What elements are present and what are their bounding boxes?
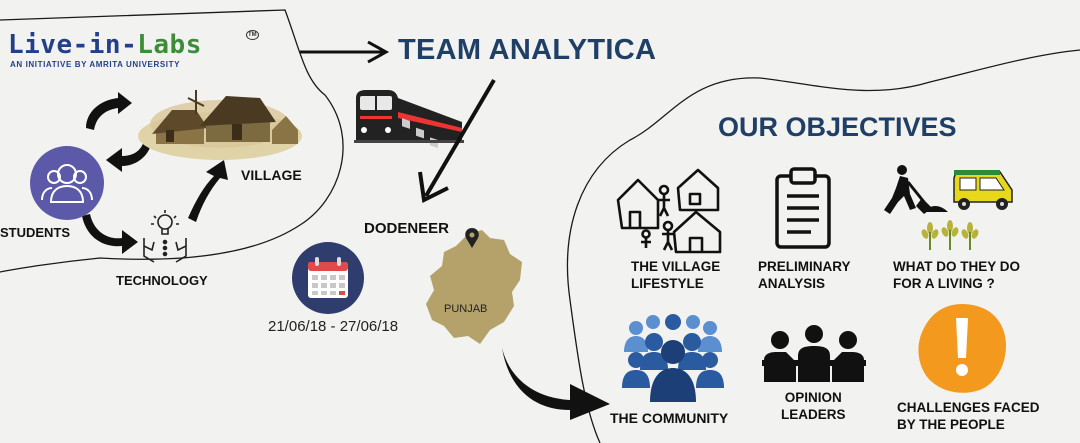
logo-tagline: AN INITIATIVE BY AMRITA UNIVERSITY (10, 60, 181, 69)
train-icon (354, 90, 464, 148)
calendar-icon (292, 242, 364, 314)
objective-opinion-leaders: OPINION LEADERS (781, 390, 846, 422)
village-sketch-image (138, 90, 302, 160)
objective-livelihood: WHAT DO THEY DO FOR A LIVING ? (893, 259, 1020, 291)
curved-arrow-icon (188, 160, 228, 222)
technology-icon (143, 210, 187, 263)
village-houses-icon (616, 168, 722, 254)
curved-arrow-icon (86, 92, 132, 130)
logo-text-labs: Labs (137, 30, 202, 60)
label-village: VILLAGE (241, 167, 302, 183)
worker-shovel-icon (884, 165, 948, 214)
students-icon (30, 146, 104, 220)
arrow-right-icon (300, 40, 390, 64)
objective-village-lifestyle: THE VILLAGE LIFESTYLE (631, 259, 721, 291)
auto-rickshaw-icon (953, 170, 1013, 210)
objective-community: THE COMMUNITY (610, 410, 729, 426)
curved-arrow-icon (82, 214, 138, 254)
label-technology: TECHNOLOGY (116, 273, 208, 288)
crops-icon (921, 220, 979, 250)
swoosh-arrow-icon (502, 348, 610, 420)
team-title: TEAM ANALYTICA (398, 34, 657, 66)
opinion-leaders-icon (762, 325, 866, 382)
objective-challenges: CHALLENGES FACED BY THE PEOPLE (897, 400, 1040, 432)
left-blob-outline (0, 9, 344, 273)
logo-text-live-in: Live-in- (8, 30, 138, 60)
objective-preliminary-analysis: PRELIMINARY ANALYSIS (758, 259, 851, 291)
punjab-map-image (426, 228, 522, 344)
date-range: 21/06/18 - 27/06/18 (268, 318, 399, 335)
right-blob-outline (566, 49, 1080, 443)
curved-arrow-icon (106, 140, 152, 172)
logo: Live-in-Labs TM AN INITIATIVE BY AMRITA … (8, 30, 268, 72)
label-dodeneer: DODENEER (364, 220, 450, 237)
label-punjab: PUNJAB (444, 303, 488, 315)
clipboard-icon (775, 167, 831, 249)
location-pin-icon (465, 228, 479, 248)
objectives-heading: OUR OBJECTIVES (718, 112, 957, 142)
cycle-arrows (82, 92, 228, 254)
community-icon (622, 314, 724, 402)
label-students: STUDENTS (0, 225, 71, 240)
warning-icon (918, 304, 1006, 393)
arrow-down-left-icon (418, 78, 496, 204)
trademark-mark: TM (246, 30, 259, 40)
